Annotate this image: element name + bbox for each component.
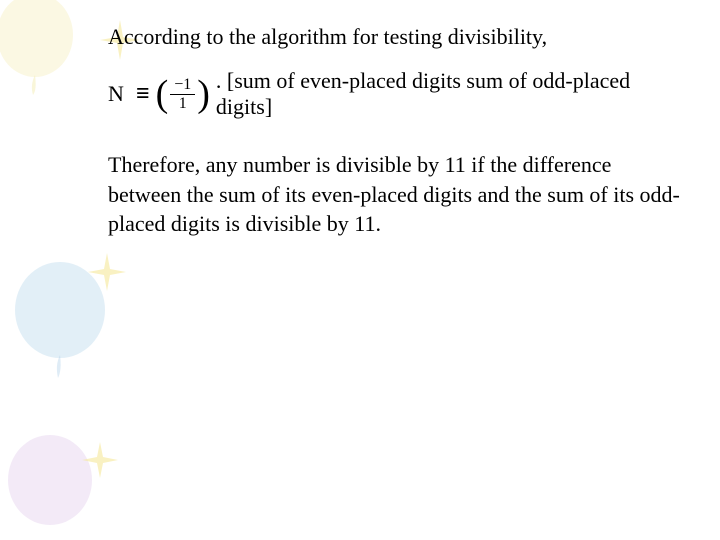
intro-line: According to the algorithm for testing d… (108, 24, 690, 50)
balloon-blue-decoration (10, 260, 110, 380)
formula-line: N ≡ ( −1 1 ) . [sum of even-placed digit… (108, 68, 690, 120)
fraction-denominator: 1 (179, 95, 187, 112)
right-paren: ) (197, 75, 210, 113)
fraction-numerator: −1 (170, 77, 195, 95)
sparkle-bottom-decoration (80, 440, 120, 480)
balloon-purple-decoration (5, 430, 100, 530)
bracket-expression: . [sum of even-placed digits sum of odd-… (216, 68, 690, 120)
slide-content: According to the algorithm for testing d… (0, 0, 720, 259)
fraction: −1 1 (170, 77, 195, 112)
equiv-symbol: ≡ (136, 81, 150, 108)
variable-n: N (108, 81, 124, 107)
fraction-expression: ( −1 1 ) (156, 75, 210, 113)
left-paren: ( (156, 75, 169, 113)
conclusion-paragraph: Therefore, any number is divisible by 11… (108, 150, 690, 239)
